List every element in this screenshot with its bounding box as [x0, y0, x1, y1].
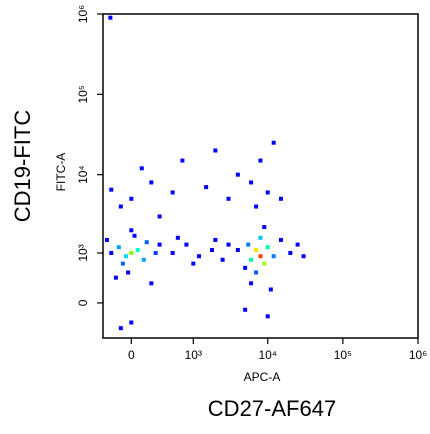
- event-point: [129, 196, 134, 201]
- event-point: [265, 190, 270, 195]
- event-point: [254, 204, 259, 209]
- event-point: [129, 228, 134, 233]
- event-point: [109, 187, 114, 192]
- event-point: [126, 270, 131, 275]
- event-point: [129, 250, 134, 255]
- event-point: [204, 185, 209, 190]
- event-point: [123, 254, 128, 259]
- event-point: [170, 250, 175, 255]
- event-point: [120, 261, 125, 266]
- event-point: [278, 196, 283, 201]
- event-point: [213, 237, 218, 242]
- event-point: [249, 257, 254, 262]
- event-point: [191, 261, 196, 266]
- y-title: CD19-FITC: [10, 110, 35, 223]
- event-point: [288, 250, 293, 255]
- event-point: [301, 254, 306, 259]
- event-point: [104, 237, 109, 242]
- x-axis-label: APC-A: [244, 370, 281, 384]
- event-point: [249, 281, 254, 286]
- event-point: [268, 287, 273, 292]
- event-point: [149, 281, 154, 286]
- event-point: [265, 245, 270, 250]
- event-point: [135, 247, 140, 252]
- event-point: [213, 148, 218, 153]
- event-point: [209, 247, 214, 252]
- event-point: [139, 166, 144, 171]
- y-tick-label: 10³: [76, 244, 90, 261]
- event-point: [157, 242, 162, 247]
- event-point: [116, 245, 121, 250]
- event-point: [258, 158, 263, 163]
- x-tick-label: 10³: [185, 348, 202, 362]
- event-point: [254, 270, 259, 275]
- event-point: [118, 204, 123, 209]
- event-point: [235, 247, 240, 252]
- event-point: [113, 275, 118, 280]
- event-point: [278, 237, 283, 242]
- event-point: [141, 257, 146, 262]
- event-point: [243, 307, 248, 312]
- event-point: [144, 240, 149, 245]
- event-point: [254, 247, 259, 252]
- event-point: [235, 172, 240, 177]
- x-tick-label: 10⁴: [258, 348, 277, 362]
- event-point: [153, 250, 158, 255]
- event-point: [109, 250, 114, 255]
- event-point: [258, 254, 263, 259]
- event-point: [197, 254, 202, 259]
- event-point: [249, 180, 254, 185]
- event-point: [175, 235, 180, 240]
- event-point: [262, 225, 267, 230]
- event-point: [295, 242, 300, 247]
- event-point: [271, 140, 276, 145]
- event-point: [271, 254, 276, 259]
- event-point: [157, 214, 162, 219]
- plot-frame: [102, 13, 419, 339]
- x-tick-label: 10⁶: [409, 348, 427, 362]
- event-point: [258, 235, 263, 240]
- event-point: [220, 257, 225, 262]
- y-tick-label: 10⁶: [76, 5, 90, 23]
- event-point: [180, 158, 185, 163]
- y-tick-label: 10⁵: [76, 85, 90, 103]
- event-point: [262, 261, 267, 266]
- event-point: [184, 242, 189, 247]
- x-title: CD27-AF647: [208, 396, 336, 421]
- event-point: [170, 190, 175, 195]
- event-point: [118, 326, 123, 331]
- y-axis-label: FITC-A: [54, 153, 68, 192]
- event-point: [108, 15, 113, 20]
- event-point: [132, 233, 137, 238]
- event-point: [129, 320, 134, 325]
- event-point: [226, 242, 231, 247]
- event-point: [226, 196, 231, 201]
- event-point: [149, 180, 154, 185]
- y-tick-label: 0: [76, 299, 90, 306]
- event-point: [265, 314, 270, 319]
- y-tick-label: 10⁴: [76, 165, 90, 184]
- x-tick-label: 10⁵: [334, 348, 352, 362]
- event-point: [243, 265, 248, 270]
- x-tick-label: 0: [128, 348, 135, 362]
- event-point: [246, 242, 251, 247]
